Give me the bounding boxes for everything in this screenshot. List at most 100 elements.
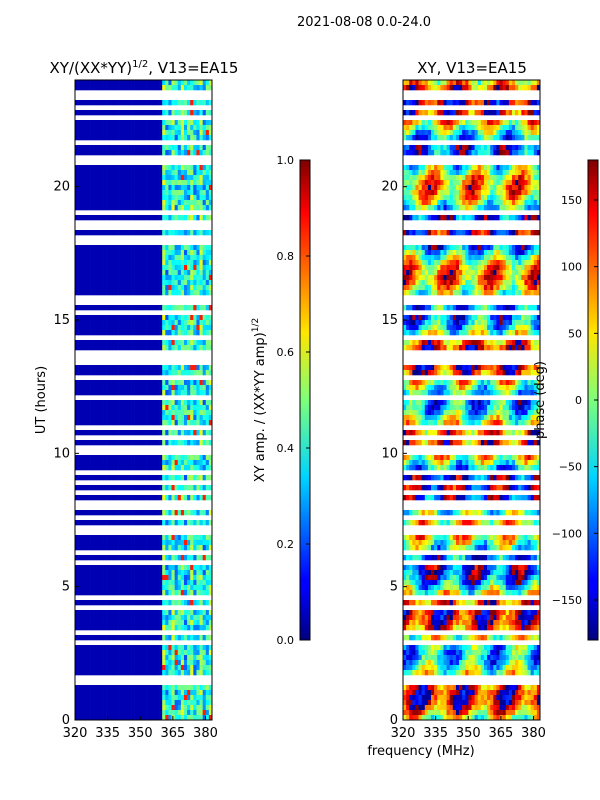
amp-heatmap-cell [84,265,88,271]
amp-heatmap-cell [199,575,203,581]
amp-heatmap-cell [75,250,79,256]
amp-heatmap-cell [90,705,94,711]
phase-heatmap-cell [524,165,528,171]
amp-heatmap-cell [103,475,107,481]
amp-heatmap-cell [75,315,79,321]
amp-heatmap-cell [155,280,160,286]
amp-heatmap-cell [124,620,129,626]
phase-heatmap-cell [530,250,535,256]
phase-heatmap-cell [415,85,419,91]
phase-heatmap-cell [493,185,497,191]
amp-heatmap-cell [127,325,132,331]
amp-heatmap-cell [103,190,107,196]
phase-heatmap-cell [480,250,485,256]
amp-heatmap-cell [146,255,151,261]
amp-heatmap-cell [75,100,79,106]
phase-heatmap-cell [462,85,466,91]
amp-heatmap-cell [124,345,129,351]
amp-heatmap-cell [183,175,188,181]
amp-heatmap-cell [87,230,91,236]
phase-heatmap-cell [424,130,429,136]
amp-heatmap-cell [174,665,179,671]
phase-heatmap-cell [496,205,500,211]
phase-heatmap-cell [403,200,407,206]
phase-heatmap-cell [533,135,538,141]
amp-heatmap-cell [143,440,147,446]
amp-heatmap-cell [118,580,122,586]
amp-heatmap-cell [174,710,179,716]
phase-heatmap-cell [530,100,535,106]
amp-heatmap-cell [137,460,141,466]
phase-heatmap-cell [515,200,519,206]
amp-heatmap-cell [196,195,200,201]
amp-heatmap-cell [137,585,141,591]
phase-heatmap-cell [493,165,497,171]
amp-heatmap-cell [196,330,200,336]
amp-heatmap-cell [152,485,157,491]
amp-heatmap-cell [109,535,113,541]
amp-heatmap-cell [165,260,169,266]
amp-heatmap-cell [137,245,141,251]
phase-heatmap-cell [437,150,441,156]
phase-heatmap-cell [462,195,466,201]
phase-heatmap-cell [427,250,432,256]
phase-heatmap-cell [508,185,513,191]
amp-heatmap-cell [171,340,175,346]
amp-heatmap-cell [152,150,157,156]
amp-heatmap-cell [152,80,157,86]
amp-heatmap-cell [137,520,141,526]
amp-heatmap-cell [81,540,85,546]
amp-heatmap-cell [96,190,101,196]
amp-heatmap-cell [90,145,94,151]
phase-heatmap-cell [403,130,407,136]
amp-heatmap-cell [199,170,203,176]
phase-heatmap-cell [496,145,500,151]
amp-heatmap-cell [81,285,85,291]
phase-heatmap-cell [483,85,488,91]
amp-heatmap-cell [115,130,119,136]
phase-heatmap-cell [496,130,500,136]
amp-heatmap-cell [152,185,157,191]
amp-heatmap-cell [112,145,116,151]
amp-heatmap-cell [78,80,82,86]
phase-heatmap-cell [533,145,538,151]
amp-heatmap-cell [143,400,147,406]
amp-heatmap-cell [165,465,169,471]
amp-heatmap-cell [140,715,144,721]
amp-heatmap-cell [109,145,113,151]
amp-heatmap-cell [162,520,166,526]
amp-heatmap-cell [155,250,160,256]
amp-heatmap-cell [75,415,79,421]
amp-heatmap-cell [103,165,107,171]
amp-heatmap-cell [96,565,101,571]
phase-heatmap-cell [483,135,488,141]
amp-heatmap-cell [187,590,191,596]
amp-heatmap-cell [196,85,200,91]
amp-heatmap-cell [137,385,141,391]
amp-heatmap-cell [152,145,157,151]
amp-heatmap-cell [171,555,175,561]
amp-heatmap-cell [152,655,157,661]
phase-heatmap-cell [434,195,438,201]
amp-heatmap-cell [121,260,126,266]
phase-heatmap-cell [403,185,407,191]
amp-heatmap-cell [84,275,88,281]
phase-heatmap-cell [434,250,438,256]
amp-heatmap-cell [93,650,98,656]
amp-heatmap-cell [99,135,104,141]
phase-heatmap-cell [499,215,503,221]
amp-heatmap-cell [183,180,188,186]
phase-heatmap-cell [508,130,513,136]
amp-heatmap-cell [187,190,191,196]
phase-heatmap-cell [427,215,432,221]
phase-heatmap-cell [471,200,475,206]
amp-heatmap-cell [137,85,141,91]
amp-heatmap-cell [78,135,82,141]
amp-heatmap-cell [84,635,88,641]
amp-heatmap-cell [202,475,207,481]
amp-heatmap-cell [199,625,203,631]
amp-heatmap-cell [124,390,129,396]
amp-heatmap-cell [81,695,85,701]
phase-heatmap-cell [527,145,531,151]
amp-heatmap-cell [149,565,154,571]
